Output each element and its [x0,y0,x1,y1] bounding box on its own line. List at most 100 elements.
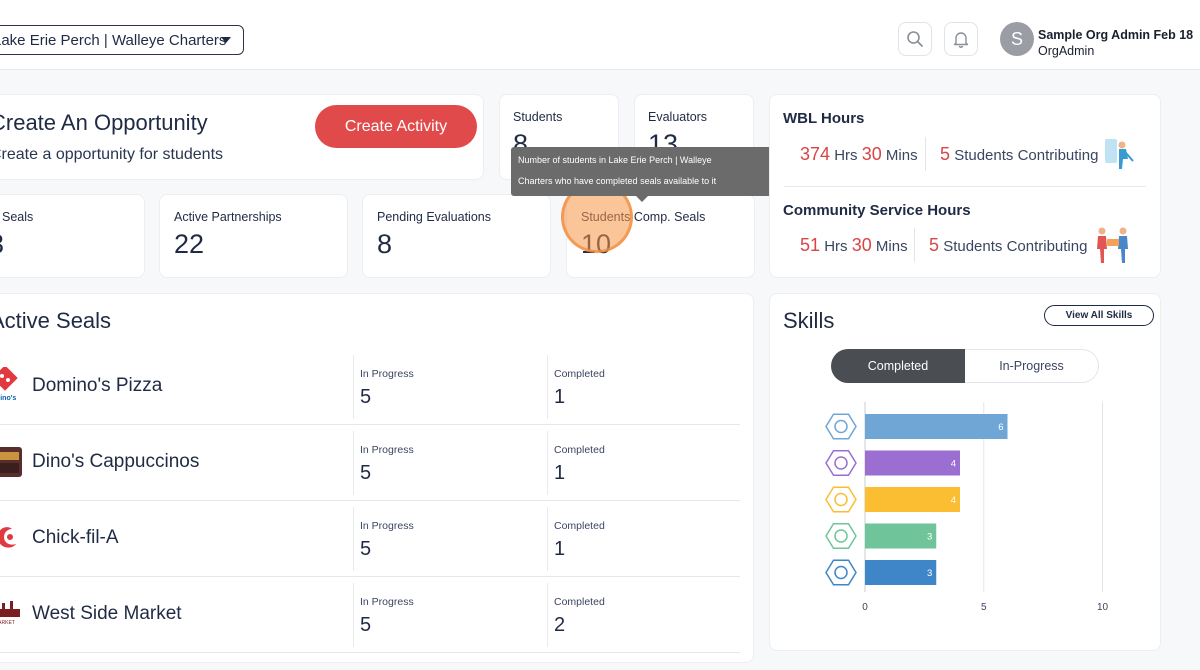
wbl-students-number: 5 [940,144,951,164]
in-progress-value: 5 [360,538,372,560]
seal-name[interactable]: Domino's Pizza [32,375,163,396]
skill-badge-icon [825,413,857,440]
bar [865,450,960,476]
active-partnerships-card[interactable]: Active Partnerships 22 [159,194,348,278]
search-button[interactable] [898,22,932,56]
community-hours-number: 51 [800,235,821,255]
view-all-skills-button[interactable]: View All Skills [1044,305,1154,326]
chevron-down-icon [221,37,231,43]
seals-card[interactable]: Seals 3 [0,194,145,278]
in-progress-label: In Progress [360,596,414,608]
community-students: 5 Students Contributing [929,235,1087,256]
completed-value: 1 [554,462,566,484]
skill-glyph-icon [834,529,848,543]
user-name: Sample Org Admin Feb 18 [1038,28,1194,42]
community-students-number: 5 [929,235,940,255]
in-progress-label: In Progress [360,368,414,380]
active-partnerships-label: Active Partnerships [174,210,282,224]
seals-value: 3 [0,229,4,260]
divider [547,431,548,495]
organization-select[interactable]: Lake Erie Perch | Walleye Charters [0,25,244,55]
west-side-market-logo-icon: MARKET [0,601,20,626]
avatar[interactable]: S [1000,22,1034,56]
skill-badge-icon [825,486,857,513]
wbl-hours-number: 374 [800,144,831,164]
wbl-mins-unit: Mins [885,147,918,164]
completed-label: Completed [554,444,605,456]
divider [353,431,354,495]
tooltip-line-1: Number of students in Lake Erie Perch | … [518,155,712,165]
wbl-illustration-icon [1105,139,1134,169]
bar-value-label: 4 [951,459,956,470]
community-mins-number: 30 [851,235,872,255]
seal-row[interactable]: Chick-fil-A In Progress 5 Completed 1 [0,501,740,577]
divider [353,507,354,571]
bar-value-label: 4 [951,495,956,506]
wbl-hours-title: WBL Hours [783,110,865,127]
create-activity-button[interactable]: Create Activity [315,105,477,148]
tooltip: Number of students in Lake Erie Perch | … [511,147,773,202]
skill-glyph-icon [834,492,848,507]
bell-icon [953,32,969,48]
top-bar: Lake Erie Perch | Walleye Charters S Sam… [0,0,1200,70]
skill-glyph-icon [834,565,848,580]
community-hours-title: Community Service Hours [783,202,971,219]
divider [547,507,548,571]
in-progress-value: 5 [360,614,372,636]
dominos-logo-icon: mino's [0,367,18,402]
seal-row[interactable]: mino's Domino's Pizza In Progress 5 Complete… [0,349,740,425]
x-tick-label: 10 [1097,602,1109,613]
user-role: OrgAdmin [1038,44,1095,58]
pending-evaluations-value: 8 [377,229,393,259]
community-hours-value: 51 Hrs 30 Mins [800,235,908,256]
wbl-students: 5 Students Contributing [940,144,1098,165]
community-mins-unit: Mins [875,238,908,255]
divider [914,228,915,262]
avatar-letter: S [1010,28,1023,49]
bar [865,414,1008,439]
in-progress-value: 5 [360,386,372,408]
svg-text:mino's: mino's [0,395,16,402]
tab-completed[interactable]: Completed [831,349,965,383]
completed-value: 1 [554,386,566,408]
notifications-button[interactable] [944,22,978,56]
seal-row[interactable]: Dino's Cappuccinos In Progress 5 Completed 1 [0,425,740,501]
students-label: Students [513,110,563,124]
dinos-cappuccinos-logo-icon [0,447,22,477]
seal-name[interactable]: Dino's Cappuccinos [32,451,200,472]
community-students-label: Students Contributing [943,238,1088,255]
wbl-students-label: Students Contributing [954,147,1099,164]
chick-fil-a-logo-icon [0,527,16,548]
seal-name[interactable]: West Side Market [32,603,182,624]
pending-evaluations-card[interactable]: Pending Evaluations 8 [362,194,551,278]
skills-chart: 0 5 10 6 4 4 3 3 [825,402,1109,613]
tooltip-line-2: Charters who have completed seals availa… [518,176,717,186]
divider [925,137,926,171]
seal-row[interactable]: MARKET West Side Market In Progress 5 Comple… [0,577,740,653]
active-seals-title: Active Seals [0,308,112,333]
bar [865,523,937,549]
completed-label: Completed [554,520,605,532]
tooltip-arrow [636,196,648,202]
skill-badge-icon [825,559,857,586]
bar-value-label: 6 [998,422,1003,433]
wbl-hours-value: 374 Hrs 30 Mins [800,144,918,165]
bar [865,487,960,512]
community-illustration-icon [1097,227,1128,263]
divider [547,355,548,419]
create-opportunity-subtitle: Create a opportunity for students [0,146,224,163]
completed-value: 1 [554,538,566,560]
seal-name[interactable]: Chick-fil-A [32,527,119,548]
x-tick-label: 5 [981,602,987,613]
divider [784,186,1146,187]
tab-in-progress[interactable]: In-Progress [965,349,1099,383]
completed-label: Completed [554,596,605,608]
wbl-hours-unit: Hrs [834,147,858,164]
divider [547,583,548,647]
divider [353,355,354,419]
bar-value-label: 3 [927,568,932,579]
in-progress-label: In Progress [360,444,414,456]
seals-label: Seals [2,210,34,224]
completed-value: 2 [554,614,566,636]
search-icon [907,31,923,47]
